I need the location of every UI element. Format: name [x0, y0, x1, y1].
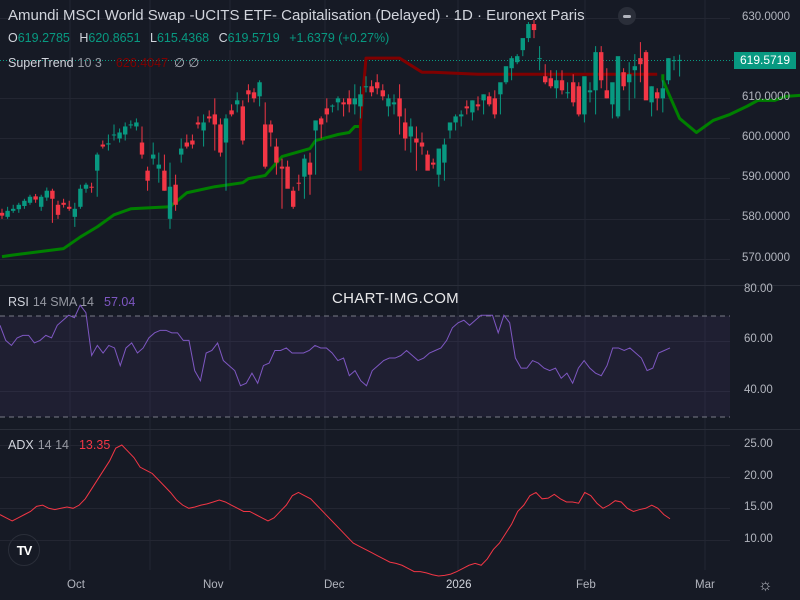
settings-sun-icon[interactable]: ☼: [758, 577, 773, 594]
supertrend-legend[interactable]: SuperTrend 10 3 626.4047 ∅ ∅: [8, 55, 199, 70]
ohlc-legend: O619.2785 H620.8651 L615.4368 C619.5719 …: [8, 31, 395, 45]
supertrend-value: 626.4047: [115, 56, 169, 70]
close-label: C: [218, 31, 228, 45]
last-price-tag: 619.5719: [734, 52, 796, 69]
time-axis-label: Nov: [203, 579, 224, 591]
rsi-line: [0, 304, 671, 387]
supertrend-line: [1, 56, 800, 259]
chart-title: Amundi MSCI World Swap -UCITS ETF- Capit…: [8, 7, 585, 24]
candlestick-series: [0, 20, 682, 229]
supertrend-empty-values: ∅ ∅: [174, 56, 200, 70]
rsi-value: 57.04: [104, 295, 136, 309]
price-axis-label: 610.0000: [742, 91, 790, 103]
price-axis-label: 630.0000: [742, 11, 790, 23]
adx-axis-label: 10.00: [744, 533, 773, 545]
open-value: 619.2785: [17, 31, 70, 45]
open-label: O: [8, 31, 18, 45]
rsi-band: [0, 316, 730, 417]
supertrend-name: SuperTrend: [8, 56, 74, 70]
supertrend-params: 10 3: [77, 56, 102, 70]
minus-icon: [623, 14, 631, 18]
adx-line: [0, 444, 671, 577]
price-axis-label: 570.0000: [742, 252, 790, 264]
adx-value: 13.35: [78, 438, 111, 452]
price-axis-label: 600.0000: [742, 131, 790, 143]
low-value: 615.4368: [156, 31, 210, 45]
high-label: H: [79, 31, 89, 45]
time-axis-label: 2026: [446, 579, 472, 591]
change-value: +1.6379 (+0.27%): [289, 31, 390, 45]
tradingview-logo[interactable]: TV: [8, 534, 40, 566]
adx-params: 14 14: [37, 438, 69, 452]
collapse-legend-button[interactable]: [618, 7, 636, 25]
rsi-params: 14 SMA 14: [32, 295, 94, 309]
adx-axis-label: 20.00: [744, 470, 773, 482]
adx-name: ADX: [8, 438, 34, 452]
adx-legend[interactable]: ADX 14 14 13.35: [8, 438, 110, 452]
time-axis-label: Dec: [324, 579, 345, 591]
time-axis-label: Feb: [576, 579, 596, 591]
watermark: CHART-IMG.COM: [332, 290, 459, 307]
rsi-axis-label: 80.00: [744, 283, 773, 295]
time-axis-label: Oct: [67, 579, 85, 591]
price-axis-label: 580.0000: [742, 211, 790, 223]
rsi-axis-label: 60.00: [744, 333, 773, 345]
rsi-name: RSI: [8, 295, 29, 309]
price-axis-label: 590.0000: [742, 171, 790, 183]
low-label: L: [150, 31, 157, 45]
adx-axis-label: 25.00: [744, 438, 773, 450]
time-axis-label: Mar: [695, 579, 715, 591]
high-value: 620.8651: [88, 31, 141, 45]
rsi-legend[interactable]: RSI 14 SMA 14 57.04: [8, 295, 135, 309]
close-value: 619.5719: [227, 31, 280, 45]
rsi-axis-label: 40.00: [744, 384, 773, 396]
adx-axis-label: 15.00: [744, 501, 773, 513]
